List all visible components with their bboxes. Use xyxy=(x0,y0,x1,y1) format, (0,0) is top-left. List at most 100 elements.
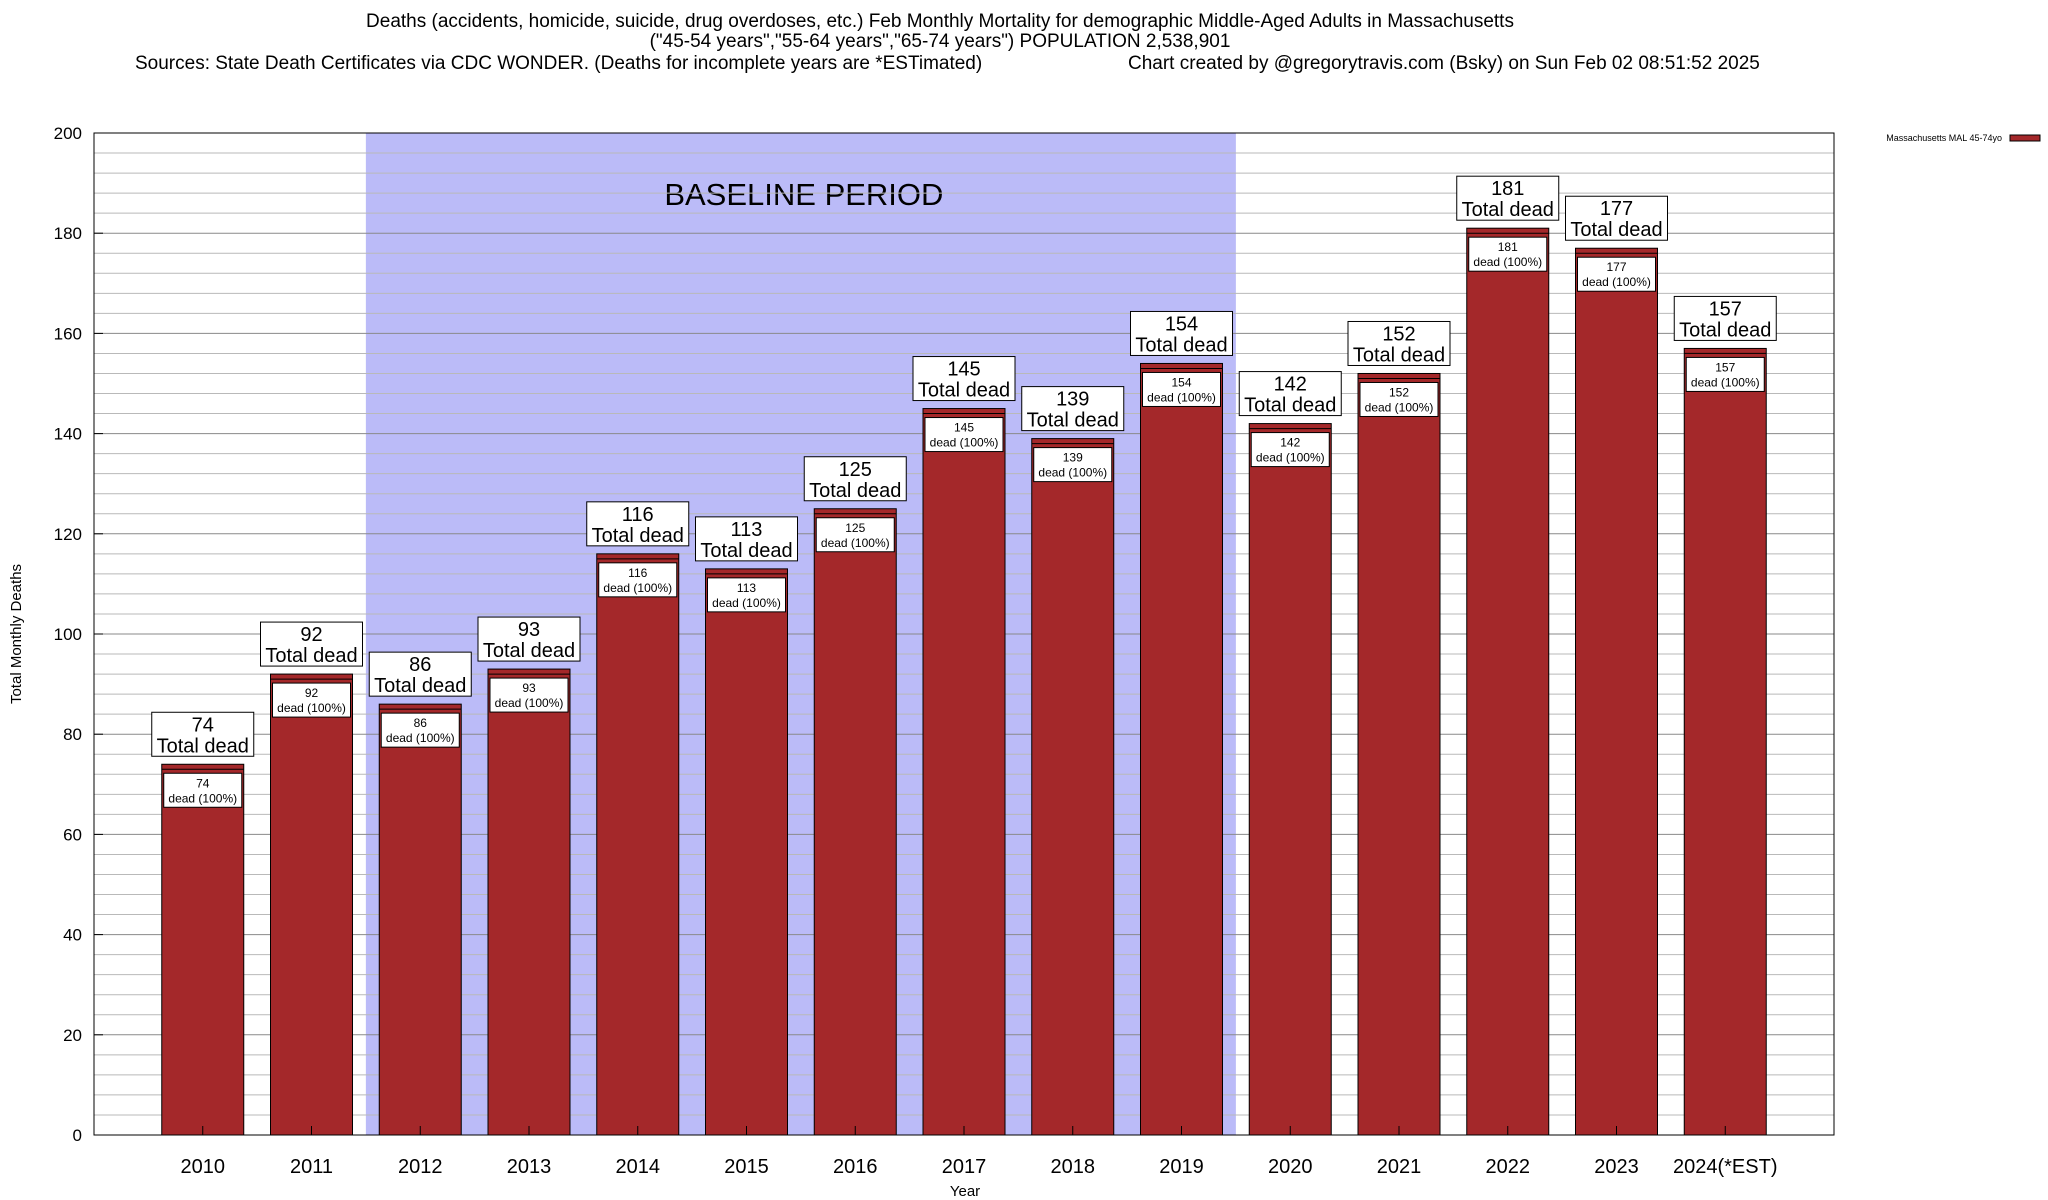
bar-inner-value-label: 86 xyxy=(414,716,428,730)
y-tick-label: 40 xyxy=(63,926,82,945)
bar-inner-label-box xyxy=(707,577,786,613)
x-tick-label-2013: 2013 xyxy=(507,1156,552,1178)
bar-total-text-label: Total dead xyxy=(1244,395,1336,417)
bar-inner-label-box xyxy=(924,417,1004,453)
bar-inner-percent-label: dead (100%) xyxy=(1473,255,1542,269)
y-tick-label: 160 xyxy=(54,324,82,343)
legend-label: Massachusetts MAL 45-74yo xyxy=(1886,133,2002,143)
bar-inner-percent-label: dead (100%) xyxy=(277,701,346,715)
chart-credit: Chart created by @gregorytravis.com (Bsk… xyxy=(1128,53,1760,74)
bar-2024(*EST) xyxy=(1683,347,1767,1136)
bar-inner-percent-label: dead (100%) xyxy=(1256,451,1325,465)
bar-total-text-label: Total dead xyxy=(1027,410,1119,432)
bar-2020 xyxy=(1248,423,1332,1136)
bar-total-label-box xyxy=(586,501,690,547)
bar-total-text-label: Total dead xyxy=(1570,219,1662,241)
bar-inner-value-label: 92 xyxy=(305,686,319,700)
bar-inner-value-label: 93 xyxy=(522,681,536,695)
bar-inner-label-box xyxy=(1468,236,1548,272)
bar-inner-label-box xyxy=(1142,371,1221,407)
bar-inner-label-box xyxy=(489,677,569,713)
bar-total-label-box xyxy=(1021,386,1125,432)
bar-total-text-label: Total dead xyxy=(1462,199,1554,221)
bar-total-text-label: Total dead xyxy=(157,735,249,757)
y-tick-label: 200 xyxy=(54,124,82,143)
bar-total-text-label: Total dead xyxy=(809,480,901,502)
chart-source: Sources: State Death Certificates via CD… xyxy=(135,53,983,74)
x-tick-label-2019: 2019 xyxy=(1159,1156,1204,1178)
y-tick-label: 80 xyxy=(63,725,82,744)
bar-total-label-box xyxy=(260,621,363,667)
bar-inner-percent-label: dead (100%) xyxy=(168,791,237,805)
x-tick-label-2011: 2011 xyxy=(290,1156,333,1178)
bar-total-value-label: 92 xyxy=(300,624,322,646)
bar-inner-percent-label: dead (100%) xyxy=(1582,275,1651,289)
bar-2017 xyxy=(922,408,1006,1136)
x-axis-label: Year xyxy=(950,1183,980,1200)
bar-total-label-box xyxy=(1673,295,1777,341)
bar-inner-label-box xyxy=(1033,447,1113,483)
x-tick-label-2017: 2017 xyxy=(942,1156,987,1178)
bar-total-text-label: Total dead xyxy=(918,380,1010,402)
bar-inner-label-box xyxy=(1359,381,1439,417)
bar-total-label-box xyxy=(477,616,581,662)
bar-total-text-label: Total dead xyxy=(592,525,684,547)
bar-inner-value-label: 177 xyxy=(1606,260,1626,274)
bar-2018 xyxy=(1031,438,1115,1136)
bar-inner-value-label: 116 xyxy=(628,566,647,580)
bar-inner-value-label: 152 xyxy=(1389,385,1409,399)
y-tick-label: 100 xyxy=(54,625,82,644)
bar-inner-value-label: 74 xyxy=(196,776,210,790)
baseline-period-label: BASELINE PERIOD xyxy=(664,177,943,212)
bar-total-value-label: 116 xyxy=(622,504,654,526)
bar-2023 xyxy=(1575,247,1658,1136)
bar-2010 xyxy=(161,763,245,1136)
bar-inner-percent-label: dead (100%) xyxy=(495,696,564,710)
bar-total-value-label: 113 xyxy=(731,519,763,541)
bar-total-value-label: 157 xyxy=(1709,298,1742,320)
bar-inner-label-box xyxy=(1250,432,1330,468)
bar-inner-value-label: 139 xyxy=(1063,451,1083,465)
bar-2019 xyxy=(1140,362,1223,1136)
bar-inner-percent-label: dead (100%) xyxy=(930,436,999,450)
bar-total-text-label: Total dead xyxy=(1135,334,1227,356)
bar-total-value-label: 145 xyxy=(947,359,980,381)
bar-inner-label-box xyxy=(163,772,243,808)
bar-inner-percent-label: dead (100%) xyxy=(821,536,890,550)
bar-inner-label-box xyxy=(1577,256,1656,292)
bar-total-label-box xyxy=(1347,320,1451,366)
bar-inner-percent-label: dead (100%) xyxy=(1147,390,1216,404)
bar-total-value-label: 93 xyxy=(518,619,540,641)
bar-total-value-label: 177 xyxy=(1600,198,1633,220)
bar-total-text-label: Total dead xyxy=(700,540,792,562)
bar-total-value-label: 152 xyxy=(1382,323,1415,345)
bar-total-text-label: Total dead xyxy=(265,645,357,667)
bar-total-label-box xyxy=(1565,195,1668,241)
bar-total-text-label: Total dead xyxy=(1353,344,1445,366)
bar-total-value-label: 74 xyxy=(192,714,214,736)
x-tick-label-2012: 2012 xyxy=(398,1156,443,1178)
bar-inner-value-label: 142 xyxy=(1280,436,1300,450)
bar-total-label-box xyxy=(803,456,907,502)
bar-inner-percent-label: dead (100%) xyxy=(1365,400,1434,414)
bar-total-label-box xyxy=(1456,175,1560,221)
y-tick-label: 20 xyxy=(63,1026,82,1045)
x-tick-label-2014: 2014 xyxy=(616,1156,661,1178)
bar-inner-value-label: 181 xyxy=(1498,240,1518,254)
bar-inner-label-box xyxy=(598,562,678,598)
bar-total-value-label: 142 xyxy=(1274,374,1307,396)
bar-total-label-box xyxy=(1238,371,1342,417)
x-tick-label-2021: 2021 xyxy=(1377,1156,1422,1178)
plot-frame xyxy=(93,132,1835,1136)
chart-title-block: Deaths (accidents, homicide, suicide, dr… xyxy=(0,12,1880,52)
bar-inner-label-box xyxy=(1685,356,1765,392)
bar-total-value-label: 154 xyxy=(1165,313,1198,335)
bar-total-label-box xyxy=(368,651,472,697)
bar-total-label-box xyxy=(912,356,1016,402)
bar-total-label-box xyxy=(695,516,798,562)
x-tick-label-2024(*EST): 2024(*EST) xyxy=(1673,1156,1778,1178)
x-tick-label-2020: 2020 xyxy=(1268,1156,1313,1178)
bar-inner-value-label: 113 xyxy=(737,581,756,595)
x-tick-label-2010: 2010 xyxy=(181,1156,226,1178)
